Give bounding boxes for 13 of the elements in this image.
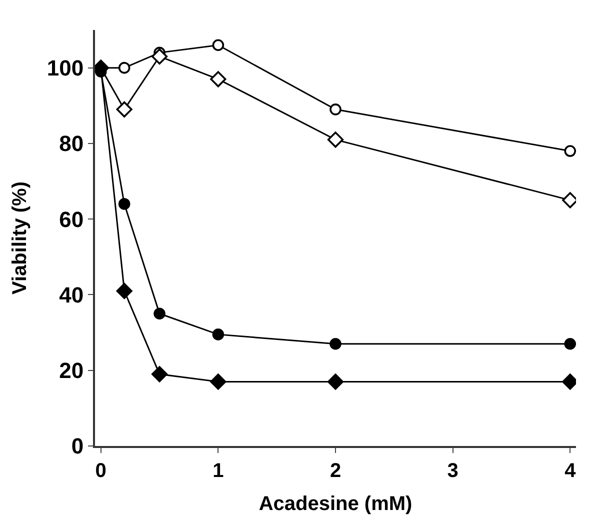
y-tick-label: 100 xyxy=(46,56,84,81)
y-tick-label: 20 xyxy=(59,358,84,384)
y-tick-label: 80 xyxy=(59,131,84,156)
y-tick-label: 0 xyxy=(71,434,84,459)
x-tick-label: 0 xyxy=(95,460,106,482)
x-axis-title: Acadesine (mM) xyxy=(258,493,412,515)
x-tick-label: 4 xyxy=(564,460,577,482)
x-tick-label: 3 xyxy=(447,460,458,482)
x-tick-label: 1 xyxy=(212,460,224,482)
y-axis-title: Viability (%) xyxy=(8,182,31,294)
y-tick-label: 40 xyxy=(59,282,84,308)
y-tick-label: 60 xyxy=(59,206,84,232)
x-tick-label: 2 xyxy=(330,460,342,482)
